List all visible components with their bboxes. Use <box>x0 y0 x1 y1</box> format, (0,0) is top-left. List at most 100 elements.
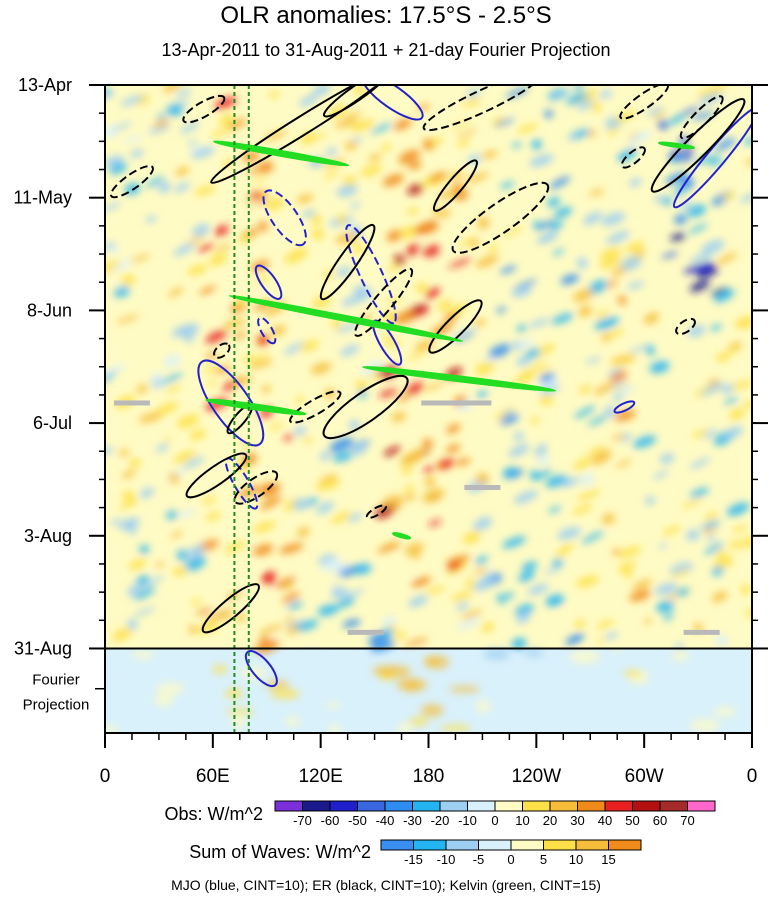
olr-anomaly-blob <box>184 556 206 572</box>
olr-anomaly-blob <box>709 324 722 331</box>
olr-anomaly-blob <box>518 571 535 582</box>
olr-anomaly-blob <box>662 525 681 536</box>
olr-anomaly-blob <box>237 485 263 498</box>
olr-anomaly-blob <box>601 513 615 525</box>
olr-anomaly-blob <box>558 543 575 553</box>
olr-anomaly-blob <box>383 615 395 628</box>
wave-projection-blob <box>423 655 437 668</box>
olr-anomaly-blob <box>386 230 402 242</box>
olr-anomaly-blob <box>670 562 693 576</box>
wave-projection-blob <box>713 706 738 717</box>
olr-anomaly-blob <box>406 207 419 216</box>
olr-anomaly-blob <box>320 558 343 571</box>
olr-anomaly-blob <box>475 555 489 565</box>
olr-anomaly-blob <box>337 213 347 225</box>
olr-anomaly-blob <box>393 570 418 581</box>
olr-anomaly-blob <box>629 344 648 353</box>
olr-anomaly-blob <box>466 577 476 590</box>
olr-anomaly-blob <box>701 239 725 255</box>
olr-anomaly-blob <box>477 217 490 230</box>
olr-anomaly-blob <box>612 434 626 441</box>
olr-anomaly-blob <box>628 130 652 145</box>
olr-anomaly-blob <box>656 600 674 613</box>
colorbar-swatch <box>604 800 633 812</box>
olr-anomaly-blob <box>577 100 595 111</box>
colorbar-swatch <box>510 839 544 851</box>
olr-anomaly-blob <box>652 111 666 119</box>
olr-anomaly-blob <box>529 417 540 425</box>
olr-anomaly-blob <box>180 121 200 134</box>
olr-anomaly-blob <box>286 620 305 628</box>
olr-anomaly-blob <box>516 123 538 134</box>
olr-anomaly-blob <box>659 543 668 549</box>
colorbar-tick-label: -5 <box>473 852 485 867</box>
olr-anomaly-blob <box>714 139 736 152</box>
olr-anomaly-blob <box>649 360 670 374</box>
olr-anomaly-blob <box>599 90 613 99</box>
olr-anomaly-blob <box>329 437 353 453</box>
olr-anomaly-blob <box>534 456 551 465</box>
olr-anomaly-blob <box>209 603 232 616</box>
olr-anomaly-blob <box>590 100 602 113</box>
olr-anomaly-blob <box>422 438 433 449</box>
olr-anomaly-blob <box>500 181 515 189</box>
olr-anomaly-blob <box>423 466 434 474</box>
olr-anomaly-blob <box>743 462 752 474</box>
olr-anomaly-blob <box>701 382 724 396</box>
colorbar-title: Obs: W/m^2 <box>165 804 263 824</box>
wave-projection-blob <box>396 722 414 733</box>
olr-anomaly-blob <box>393 310 415 325</box>
olr-anomaly-blob <box>574 619 586 629</box>
olr-anomaly-blob <box>513 279 537 290</box>
projection-label: Fourier <box>32 672 80 689</box>
wave-projection-blob <box>568 649 601 664</box>
olr-anomaly-blob <box>139 487 155 499</box>
olr-anomaly-blob <box>206 512 221 521</box>
olr-anomaly-blob <box>457 139 469 148</box>
olr-anomaly-blob <box>744 400 752 410</box>
olr-anomaly-blob <box>139 544 150 554</box>
olr-anomaly-blob <box>407 183 424 195</box>
olr-anomaly-blob <box>475 254 499 268</box>
olr-anomaly-blob <box>188 624 197 635</box>
x-tick-label: 60E <box>196 766 230 787</box>
olr-anomaly-blob <box>623 570 634 578</box>
olr-anomaly-blob <box>398 149 420 165</box>
olr-anomaly-blob <box>120 520 137 531</box>
olr-anomaly-blob <box>692 429 708 438</box>
olr-anomaly-blob <box>105 364 128 373</box>
colorbar-tick-label: 0 <box>491 813 498 828</box>
olr-anomaly-blob <box>481 622 494 633</box>
olr-anomaly-blob <box>258 334 269 346</box>
axes: 13-Apr 11-May 8-Jun 6-Jul 3-Aug 31-Aug Fourier… <box>13 75 768 787</box>
olr-anomaly-blob <box>169 472 180 484</box>
olr-anomaly-blob <box>547 197 561 208</box>
olr-anomaly-blob <box>386 297 401 304</box>
olr-anomaly-blob <box>537 232 559 244</box>
wave-projection-blob <box>420 704 444 717</box>
olr-anomaly-blob <box>143 575 165 588</box>
missing-data-bar <box>347 629 384 635</box>
missing-data-bar <box>464 484 501 490</box>
olr-anomaly-blob <box>294 426 306 436</box>
olr-anomaly-blob <box>733 525 748 533</box>
olr-anomaly-blob <box>481 150 498 160</box>
olr-anomaly-blob <box>674 214 688 225</box>
olr-anomaly-blob <box>617 546 642 558</box>
x-tick-label: 120W <box>512 766 562 787</box>
olr-anomaly-blob <box>543 443 564 452</box>
olr-anomaly-blob <box>552 558 563 568</box>
olr-anomaly-blob <box>404 543 424 555</box>
olr-anomaly-blob <box>407 243 421 254</box>
olr-anomaly-blob <box>670 233 686 242</box>
olr-anomaly-blob <box>511 287 532 298</box>
wave-projection-blob <box>156 682 185 696</box>
y-tick-label: 13-Apr <box>18 75 72 95</box>
olr-anomaly-blob <box>215 243 231 252</box>
olr-anomaly-blob <box>462 530 481 545</box>
olr-anomaly-blob <box>573 289 593 302</box>
olr-anomaly-blob <box>643 618 653 624</box>
olr-anomaly-blob <box>195 607 216 615</box>
olr-anomaly-blob <box>175 166 190 177</box>
olr-anomaly-blob <box>457 128 478 138</box>
